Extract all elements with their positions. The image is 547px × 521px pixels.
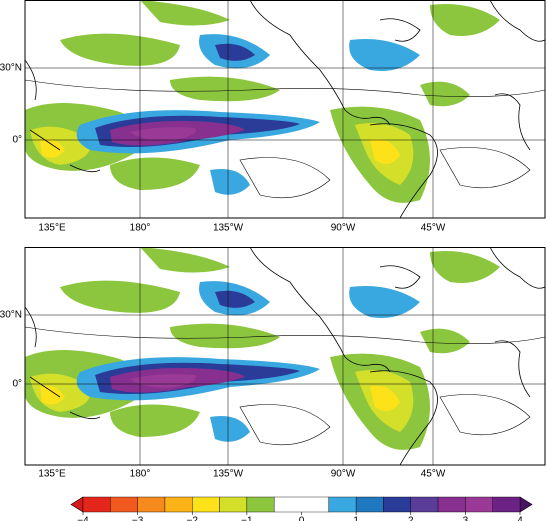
colorbar-tick-label: 1 [353, 516, 359, 521]
lat-label: 30°N [0, 63, 22, 74]
colorbar-segment [137, 496, 166, 513]
colorbar-segment [465, 496, 493, 513]
colorbar-tick-label: −3 [132, 516, 144, 521]
lon-label: 135°E [38, 223, 66, 234]
lon-label: 135°E [38, 469, 66, 480]
colorbar-segment [328, 496, 357, 513]
graticule [25, 247, 545, 465]
colorbar-segment [273, 496, 330, 513]
colorbar-tick-label: 3 [463, 516, 469, 521]
colorbar-segment [492, 496, 521, 513]
colorbar-tick-label: −2 [187, 516, 199, 521]
lon-label: 135°W [213, 469, 244, 480]
colorbar-tick-label: −1 [241, 516, 253, 521]
colorbar: −4 −3 −2 −1 0 1 2 3 4 [70, 496, 533, 521]
graticule [25, 0, 545, 218]
lon-label: 135°W [213, 223, 244, 234]
map-panel: 30°N 0° 135°E 180° 135°W 90°W 45°W [0, 247, 546, 480]
lon-label: 45°W [421, 469, 446, 480]
colorbar-segment [355, 496, 384, 513]
lon-label: 45°W [421, 223, 446, 234]
colorbar-tick-label: 4 [517, 516, 523, 521]
lon-label: 90°W [331, 223, 356, 234]
colorbar-segment [192, 496, 220, 513]
colorbar-segment [437, 496, 466, 513]
colorbar-segment [164, 496, 193, 513]
colorbar-tick-label: −4 [77, 516, 89, 521]
colorbar-segment [219, 496, 248, 513]
lon-label: 90°W [331, 469, 356, 480]
colorbar-segment [110, 496, 138, 513]
colorbar-extend [519, 496, 533, 513]
lat-label: 30°N [0, 310, 22, 321]
lon-label: 180° [130, 469, 151, 480]
colorbar-segment [410, 496, 439, 513]
map-panel: 30°N 0° 135°E 180° 135°W 90°W 45°W [0, 0, 546, 234]
colorbar-extend [70, 496, 84, 513]
colorbar-segment [383, 496, 411, 513]
colorbar-tick-label: 2 [408, 516, 414, 521]
lat-label: 0° [12, 135, 22, 146]
colorbar-segment [82, 496, 111, 513]
lon-label: 180° [130, 223, 151, 234]
colorbar-segment [246, 496, 275, 513]
colorbar-tick-label: 0 [299, 516, 305, 521]
lat-label: 0° [12, 379, 22, 390]
